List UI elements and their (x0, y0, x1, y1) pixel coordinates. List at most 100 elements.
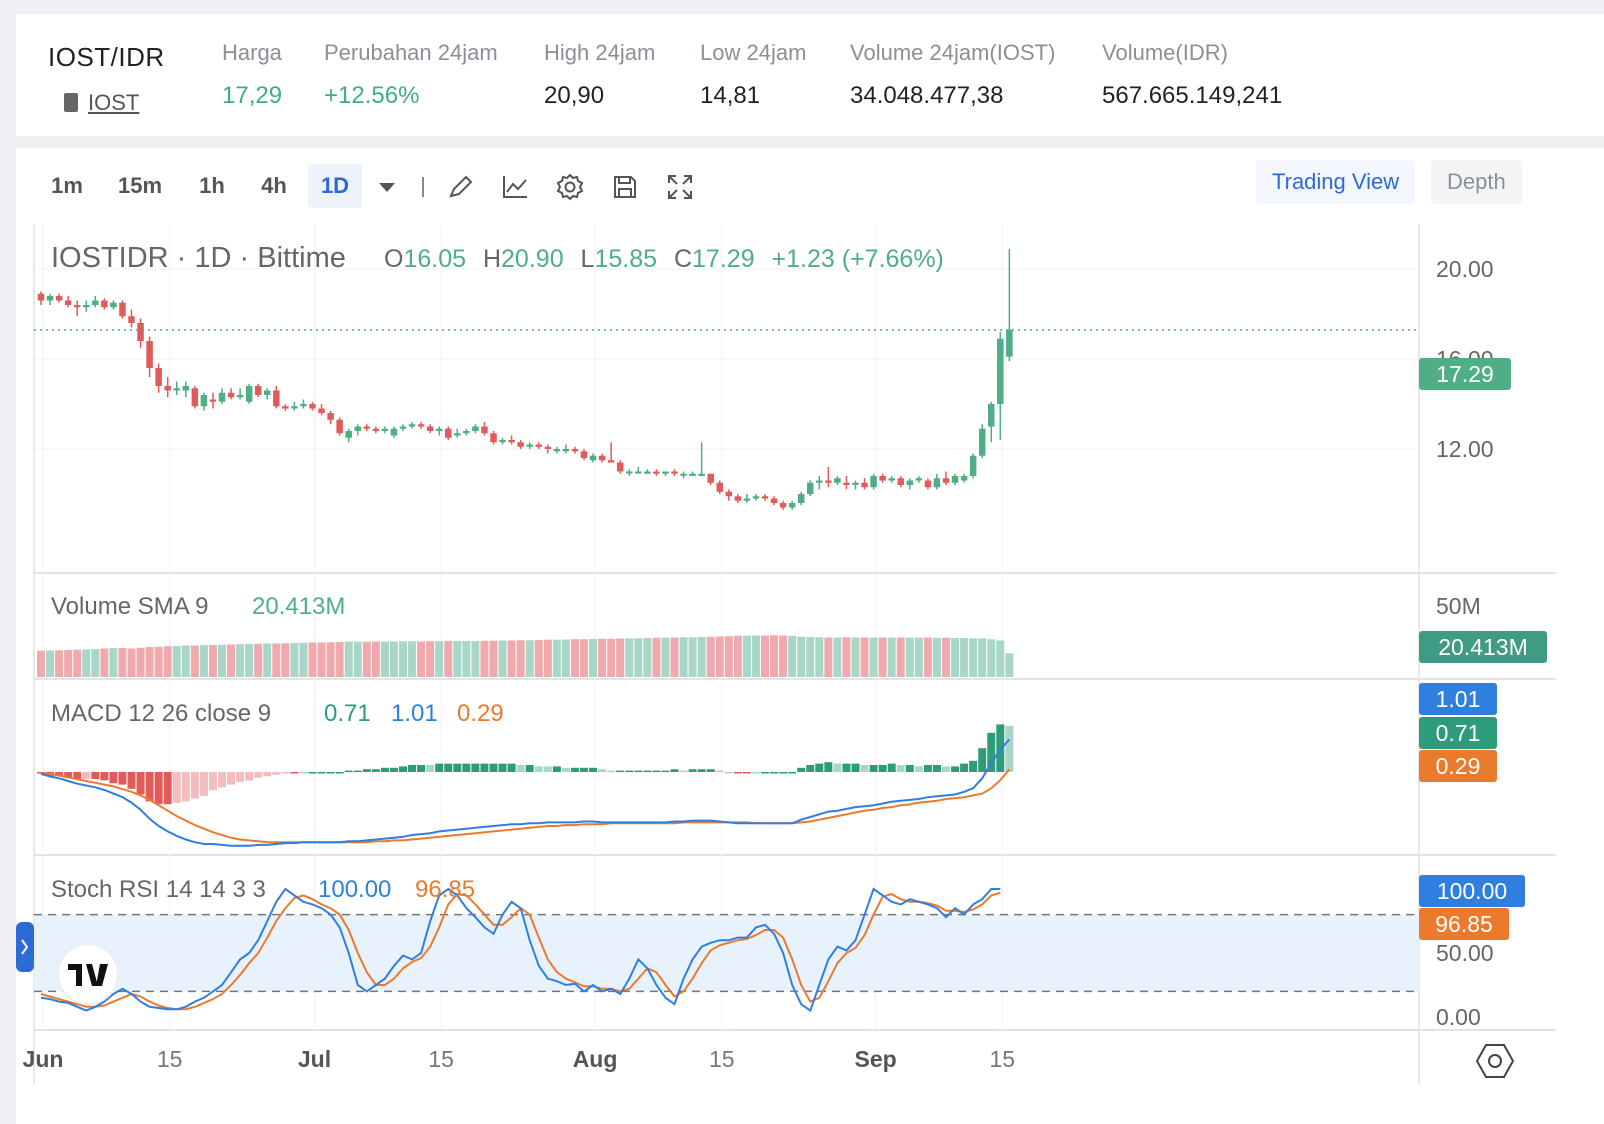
macd-histogram-bar (453, 763, 462, 772)
volume-bar (435, 641, 444, 677)
macd-histogram-bar (951, 766, 960, 772)
tab-trading-view[interactable]: Trading View (1256, 160, 1416, 204)
macd-histogram-bar (643, 770, 652, 773)
tradingview-logo-icon (57, 943, 119, 1005)
macd-histogram-bar (136, 772, 145, 795)
volume-bar (914, 637, 923, 677)
timeframe-1d[interactable]: 1D (308, 164, 362, 208)
timeframe-15m[interactable]: 15m (117, 173, 163, 198)
macd-histogram-bar (417, 765, 426, 772)
timeframe-4h[interactable]: 4h (261, 173, 287, 198)
candle-body (245, 386, 253, 402)
macd-histogram-bar (263, 772, 272, 777)
candle-body (734, 496, 742, 501)
stoch-tick-label: 50.00 (1436, 940, 1494, 966)
candle-body (37, 293, 45, 301)
volume-bar (118, 648, 127, 677)
candle-body (110, 302, 117, 308)
candle-body (743, 498, 751, 501)
volume-bar (869, 637, 878, 677)
stat-volume-iost: Volume 24jam(IOST) 34.048.477,38 (850, 40, 1056, 109)
side-panel-toggle[interactable] (16, 922, 34, 972)
candle-body (481, 426, 488, 434)
candle-body (146, 341, 153, 368)
volume-bar (779, 635, 788, 677)
macd-histogram-bar (869, 765, 878, 772)
draw-pencil-icon[interactable] (446, 172, 476, 202)
macd-histogram-bar (145, 772, 154, 802)
candle-body (137, 323, 144, 341)
candle-body (906, 480, 914, 485)
pair-name: IOST/IDR (48, 42, 165, 72)
volume-bar (788, 636, 797, 677)
candle-body (417, 424, 425, 427)
candles (37, 248, 1013, 510)
macd-histogram-bar (371, 769, 380, 772)
volume-bar (389, 641, 398, 677)
save-icon[interactable] (610, 172, 640, 202)
macd-histogram-bar (272, 772, 281, 775)
volume-bar (163, 646, 172, 677)
macd-histogram-bar (290, 772, 299, 774)
volume-bar (100, 648, 109, 677)
macd-histogram-bar (679, 770, 688, 773)
asset-link[interactable]: IOST (64, 90, 139, 116)
volume-bar (281, 643, 290, 677)
candle-body (707, 473, 714, 483)
macd-histogram-bar (942, 766, 950, 772)
volume-legend-value: 20.413M (252, 593, 345, 620)
time-tick-label: 15 (157, 1046, 183, 1072)
fullscreen-icon[interactable] (665, 172, 695, 202)
dropdown-caret-icon[interactable] (372, 172, 402, 202)
macd-histogram-bar (697, 769, 706, 772)
volume-bar (218, 644, 226, 677)
volume-bar (380, 641, 389, 677)
volume-bar (109, 648, 118, 677)
volume-bar (82, 649, 91, 677)
macd-histogram-bar (887, 763, 896, 772)
candle-body (472, 426, 479, 431)
volume-bar (824, 637, 833, 677)
time-axis: Jun 15 Jul 15 Aug 15 Sep 15 (23, 1046, 1016, 1072)
volume-bar (64, 650, 73, 677)
candle-body (155, 368, 162, 386)
candle-body (562, 449, 570, 452)
stat-high: High 24jam 20,90 (544, 40, 656, 109)
timeframe-1h[interactable]: 1h (199, 173, 225, 198)
volume-bar (960, 638, 969, 677)
volume-bar (245, 644, 254, 677)
candle-body (544, 446, 552, 449)
candle-body (716, 482, 723, 492)
candle-body (55, 296, 63, 301)
volume-bar (942, 637, 950, 677)
candle-body (309, 404, 316, 409)
stoch-legend-d: 96.85 (415, 876, 475, 903)
macd-signal-badge-text: 1.01 (1436, 686, 1481, 712)
candle-body (589, 455, 597, 461)
volume-bar (181, 645, 190, 677)
macd-histogram-bar (172, 772, 181, 803)
candle-body (83, 305, 90, 308)
candle-body (517, 442, 524, 447)
price-tick-label: 20.00 (1436, 256, 1494, 282)
macd-histogram-bar (218, 772, 226, 788)
macd-histogram-bar (896, 765, 905, 772)
chart-title: IOSTIDR · 1D · Bittime (51, 242, 346, 274)
volume-bar (489, 640, 498, 677)
tab-depth[interactable]: Depth (1431, 160, 1522, 204)
candle-body (671, 471, 678, 474)
indicators-icon[interactable] (500, 172, 530, 202)
timeframe-1m[interactable]: 1m (51, 173, 83, 198)
candle-body (164, 386, 171, 391)
candle-body (236, 395, 244, 398)
macd-histogram-bar (788, 772, 797, 774)
macd-histogram-bar (236, 772, 245, 782)
volume-bar (733, 635, 742, 677)
volume-bar (263, 643, 272, 677)
macd-histogram-bar (878, 765, 887, 772)
candle-body (445, 428, 452, 438)
gear-icon[interactable] (555, 172, 585, 202)
chart-settings-icon[interactable] (1475, 1044, 1515, 1078)
macd-histogram-bar (181, 772, 190, 802)
